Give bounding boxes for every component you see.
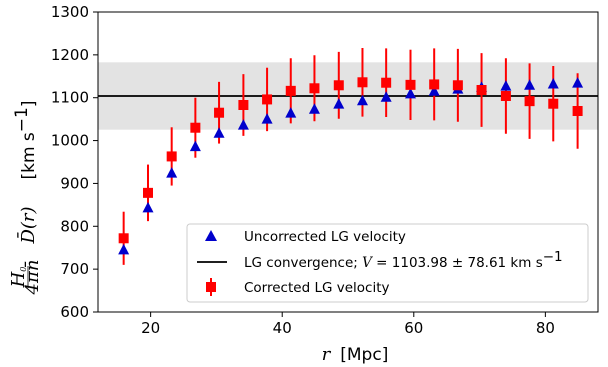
corrected-point: [190, 122, 201, 133]
plot-frame: [97, 11, 599, 313]
y-axis-label: H0 4πn̄ D̄(r) [km s−1]: [8, 100, 43, 295]
uncorrected-point: [142, 201, 154, 213]
legend-label-uncorrected: Uncorrected LG velocity: [244, 229, 406, 245]
legend-box: [186, 223, 589, 303]
uncorrected-point: [285, 107, 297, 118]
uncorrected-point: [547, 78, 559, 89]
legend-triangle-marker: [205, 230, 217, 241]
uncorrected-point: [261, 113, 273, 124]
svg-text:[km s−1]: [km s−1]: [12, 100, 39, 179]
corrected-point: [309, 83, 320, 94]
corrected-point: [524, 96, 535, 107]
uncorrected-point: [189, 140, 201, 152]
corrected-point: [548, 98, 559, 109]
legend: Uncorrected LG velocity LG convergence; …: [186, 223, 589, 303]
tick-layer: 20 40 60 80 600 700 800 900 1000 1100 1200 1300: [51, 3, 555, 337]
uncorrected-point: [308, 103, 320, 114]
y-axis-unit-exp: −1: [12, 107, 32, 132]
corrected-point: [429, 79, 440, 90]
axes-frame: [97, 11, 599, 313]
y-tick-label: 700: [60, 260, 89, 278]
y-tick-label: 800: [60, 217, 89, 235]
uncorrected-point: [405, 87, 416, 99]
corrected-point: [214, 107, 225, 118]
uncorrected-point: [380, 91, 392, 102]
uncorrected-point: [524, 79, 536, 90]
svg-text:4πn̄: 4πn̄: [22, 260, 43, 296]
svg-text:H0: H0: [8, 267, 29, 289]
marker-layer: [118, 77, 584, 255]
uncorrected-point: [428, 85, 440, 96]
legend-item-uncorrected: Uncorrected LG velocity: [205, 229, 406, 245]
corrected-point: [166, 151, 177, 162]
uncorrected-point: [118, 243, 130, 255]
uncorrected-point: [166, 167, 178, 178]
corrected-point: [452, 80, 463, 91]
legend-item-convergence: LG convergence; V = 1103.98 ± 78.61 km s…: [197, 249, 563, 271]
y-tick-label: 1100: [51, 89, 89, 107]
x-tick-label: 60: [404, 319, 423, 337]
corrected-point: [357, 77, 368, 88]
legend-square-marker: [206, 282, 216, 292]
x-tick-label: 80: [536, 319, 555, 337]
corrected-point: [285, 85, 296, 96]
uncorrected-point: [572, 77, 584, 88]
corrected-point: [381, 77, 392, 88]
legend-label-convergence: LG convergence; V = 1103.98 ± 78.61 km s…: [244, 249, 563, 271]
y-tick-label: 1200: [51, 46, 89, 64]
corrected-point: [262, 94, 273, 105]
corrected-point: [333, 80, 344, 91]
y-tick-label: 1300: [51, 3, 89, 21]
uncorrected-point: [500, 80, 512, 91]
uncorrected-point: [356, 94, 368, 106]
x-axis-variable: r: [322, 344, 332, 365]
corrected-point: [238, 100, 249, 110]
corrected-point: [476, 85, 487, 95]
corrected-point: [143, 187, 153, 198]
corrected-point: [118, 233, 129, 244]
corrected-point: [572, 106, 583, 116]
svg-text:D̄(r): D̄(r): [16, 206, 39, 244]
legend-label-corrected: Corrected LG velocity: [244, 280, 389, 296]
x-tick-label: 20: [141, 319, 160, 337]
y-axis-fraction: H0 4πn̄: [8, 260, 43, 296]
y-tick-label: 900: [60, 174, 89, 192]
legend-item-corrected: Corrected LG velocity: [206, 278, 389, 296]
x-axis-label: r [Mpc]: [322, 344, 389, 365]
uncorrected-point: [333, 98, 345, 109]
y-tick-label: 600: [60, 303, 89, 321]
corrected-point: [500, 91, 511, 101]
y-axis-unit: [km s: [19, 132, 39, 179]
uncorrected-point: [237, 119, 249, 130]
x-tick-label: 40: [273, 319, 292, 337]
y-tick-label: 1000: [51, 132, 89, 150]
uncorrected-point: [213, 127, 225, 138]
x-axis-unit: Mpc: [347, 345, 382, 365]
corrected-point: [405, 79, 416, 90]
